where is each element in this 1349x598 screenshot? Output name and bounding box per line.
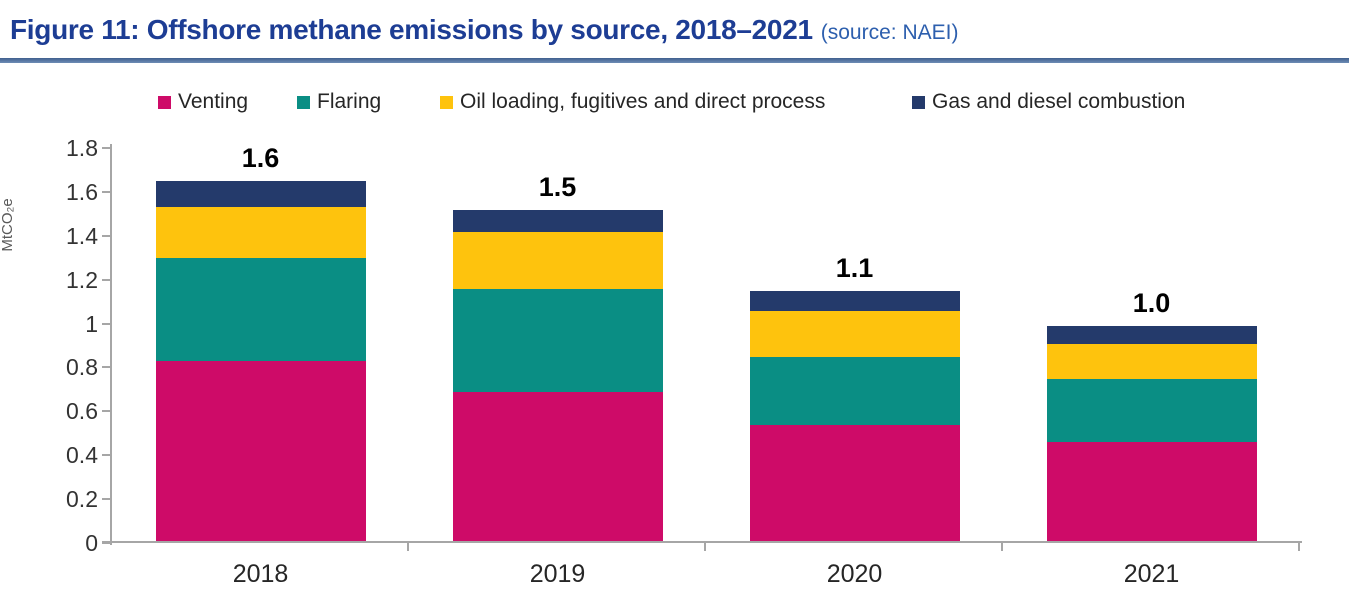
- y-tick-label: 1.2: [66, 266, 98, 293]
- figure-source: (source: NAEI): [820, 21, 959, 44]
- y-tick-label: 1.8: [66, 135, 98, 161]
- y-axis-tick: [102, 147, 110, 149]
- total-label-2019: 1.5: [538, 171, 577, 202]
- segment-venting-2018: [155, 361, 366, 541]
- segment-flaring-2020: [749, 356, 960, 425]
- legend-item-venting: Venting: [158, 88, 248, 116]
- total-label-2021: 1.0: [1132, 287, 1171, 318]
- total-label-2018: 1.6: [241, 143, 280, 174]
- bar-2018: [155, 181, 366, 541]
- y-tick-label: 1.6: [66, 178, 98, 205]
- y-tick-label: 0: [85, 530, 98, 556]
- y-axis-line: [110, 144, 112, 545]
- y-axis-tick: [102, 234, 110, 237]
- segment-gas-and-diesel-combustion-2021: [1046, 325, 1257, 344]
- segment-venting-2020: [749, 424, 960, 541]
- y-tick-label: 1: [85, 310, 98, 337]
- legend-label: Venting: [178, 90, 249, 113]
- legend-swatch-gas-and-diesel-combustion-icon: [912, 95, 925, 109]
- y-tick-label: 0.8: [66, 354, 98, 381]
- segment-oil-loading-fugitives-and-direct-process-2018: [155, 207, 366, 258]
- segment-venting-2021: [1046, 442, 1257, 541]
- y-axis-tick: [102, 278, 110, 281]
- y-tick-label: 0.2: [66, 486, 98, 513]
- chart-legend: Venting Flaring Oil loading, fugitives and…: [0, 88, 1349, 116]
- segment-gas-and-diesel-combustion-2019: [452, 209, 663, 232]
- legend-label: Oil loading, fugitives and direct proces…: [460, 90, 826, 113]
- legend-item-gas-and-diesel-combustion: Gas and diesel combustion: [912, 88, 1185, 116]
- x-axis-tick: [407, 543, 409, 551]
- segment-flaring-2019: [452, 288, 663, 392]
- y-axis-title: MtCO₂e: [0, 198, 16, 252]
- y-axis-tick: [102, 322, 110, 325]
- y-tick-label: 0.6: [66, 398, 98, 425]
- bar-2020: [749, 290, 960, 541]
- figure-title: Figure 11: Offshore methane emissions by…: [10, 14, 813, 45]
- y-axis-tick: [102, 366, 110, 369]
- y-tick-label: 1.4: [66, 222, 98, 249]
- y-axis-tick: [102, 542, 110, 544]
- y-axis-tick: [102, 190, 110, 193]
- segment-oil-loading-fugitives-and-direct-process-2019: [452, 231, 663, 289]
- legend-swatch-venting-icon: [158, 95, 171, 109]
- legend-item-oil-loading-fugitives-and-direct-process: Oil loading, fugitives and direct proces…: [440, 88, 825, 116]
- segment-flaring-2018: [155, 257, 366, 362]
- segment-flaring-2021: [1046, 378, 1257, 443]
- segment-venting-2019: [452, 391, 663, 541]
- figure-header: Figure 11: Offshore methane emissions by…: [10, 14, 1340, 46]
- y-axis-tick: [102, 454, 110, 457]
- stacked-bar-chart: 0 0.2 0.4 0.6 0.8 1 1.2 1.4 1.6 1.8 1.6 2018 1.5 2019…: [66, 136, 1302, 588]
- legend-swatch-flaring-icon: [297, 95, 310, 109]
- y-tick-label: 0.4: [66, 442, 98, 469]
- segment-gas-and-diesel-combustion-2020: [749, 290, 960, 311]
- bar-2021: [1046, 325, 1257, 541]
- x-axis-line: [102, 541, 1302, 543]
- x-category-label-2019: 2019: [529, 560, 586, 588]
- x-axis-tick: [704, 543, 706, 551]
- legend-item-flaring: Flaring: [297, 88, 381, 116]
- segment-gas-and-diesel-combustion-2018: [155, 181, 366, 208]
- segment-oil-loading-fugitives-and-direct-process-2020: [749, 310, 960, 357]
- legend-swatch-oil-loading-fugitives-and-direct-process-icon: [440, 95, 453, 109]
- legend-label: Gas and diesel combustion: [932, 90, 1186, 113]
- segment-oil-loading-fugitives-and-direct-process-2021: [1046, 343, 1257, 379]
- total-label-2020: 1.1: [835, 252, 874, 283]
- x-category-label-2020: 2020: [826, 560, 883, 588]
- x-axis-tick: [1001, 543, 1003, 551]
- x-axis-tick: [1298, 541, 1300, 551]
- y-axis-tick: [102, 498, 110, 501]
- x-category-label-2021: 2021: [1123, 560, 1180, 588]
- title-divider: [0, 58, 1349, 63]
- y-axis-tick: [102, 410, 110, 413]
- legend-label: Flaring: [317, 90, 382, 113]
- x-category-label-2018: 2018: [232, 560, 289, 588]
- bar-2019: [452, 209, 663, 541]
